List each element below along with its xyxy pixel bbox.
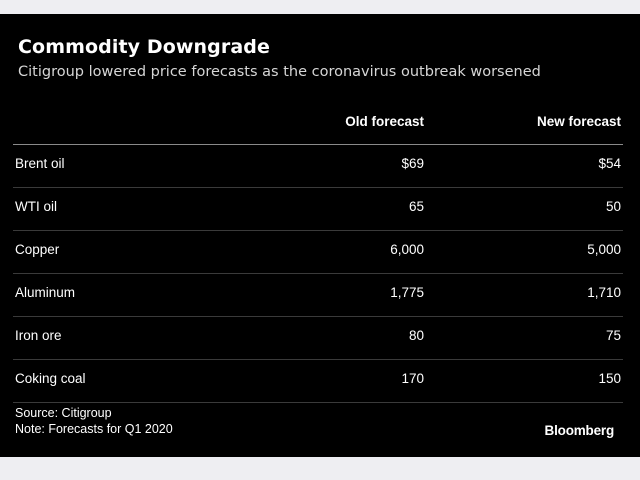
forecast-note: Note: Forecasts for Q1 2020 — [15, 422, 173, 436]
new-forecast-value: 50 — [605, 199, 621, 214]
new-forecast-value: 150 — [598, 371, 621, 386]
old-forecast-value: 1,775 — [390, 285, 424, 300]
table-row: Iron ore 80 75 — [13, 317, 623, 360]
row-label: Iron ore — [15, 328, 62, 343]
row-label: Aluminum — [15, 285, 76, 300]
row-label: Coking coal — [15, 371, 86, 386]
chart-footer: Source: Citigroup Note: Forecasts for Q1… — [15, 405, 173, 437]
bloomberg-logo: Bloomberg — [544, 423, 615, 438]
old-forecast-value: 80 — [408, 328, 424, 343]
table-row: Copper 6,000 5,000 — [13, 231, 623, 274]
source-note: Source: Citigroup — [15, 406, 112, 420]
forecast-table: Old forecast New forecast Brent oil $69 … — [13, 98, 623, 403]
chart-subtitle: Citigroup lowered price forecasts as the… — [18, 64, 541, 80]
chart-title: Commodity Downgrade — [18, 36, 270, 58]
old-forecast-value: $69 — [401, 156, 424, 171]
row-label: Copper — [15, 242, 60, 257]
column-header-new-forecast: New forecast — [536, 114, 621, 129]
new-forecast-value: 75 — [605, 328, 621, 343]
table-row: Aluminum 1,775 1,710 — [13, 274, 623, 317]
chart-card: Commodity Downgrade Citigroup lowered pr… — [0, 14, 640, 457]
new-forecast-value: 1,710 — [587, 285, 621, 300]
table-row: WTI oil 65 50 — [13, 188, 623, 231]
table-row: Coking coal 170 150 — [13, 360, 623, 403]
old-forecast-value: 65 — [408, 199, 424, 214]
table-row: Brent oil $69 $54 — [13, 145, 623, 188]
row-label: Brent oil — [15, 156, 65, 171]
row-label: WTI oil — [15, 199, 57, 214]
old-forecast-value: 170 — [401, 371, 424, 386]
column-header-old-forecast: Old forecast — [345, 114, 424, 129]
table-header: Old forecast New forecast — [13, 98, 623, 145]
new-forecast-value: 5,000 — [587, 242, 621, 257]
new-forecast-value: $54 — [598, 156, 621, 171]
old-forecast-value: 6,000 — [390, 242, 424, 257]
